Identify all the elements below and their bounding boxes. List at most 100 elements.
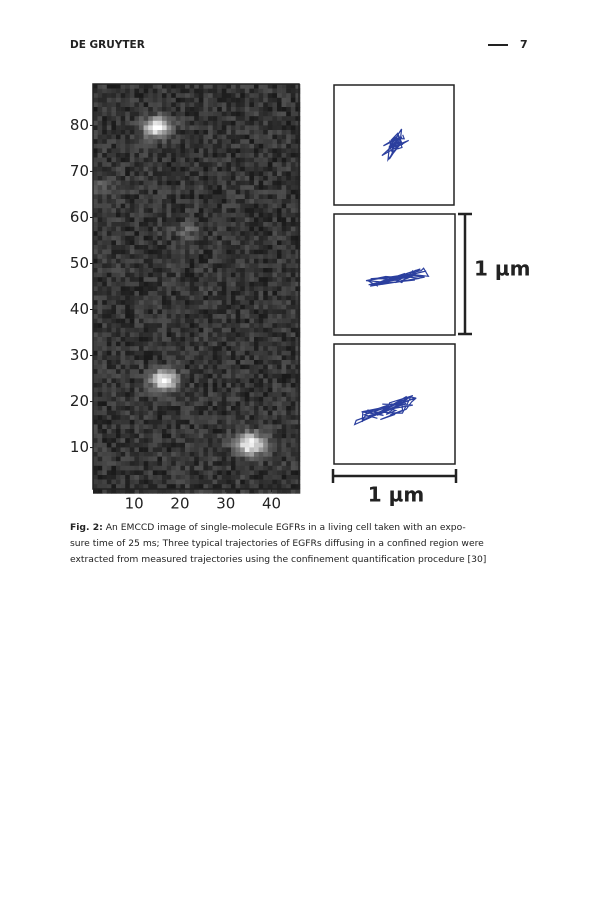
pixel (212, 479, 218, 485)
pixel (111, 291, 117, 296)
pixel (235, 369, 241, 375)
pixel (143, 461, 149, 467)
pixel (189, 300, 195, 306)
pixel (290, 442, 296, 448)
pixel (203, 231, 209, 237)
pixel (152, 327, 158, 333)
pixel (116, 484, 121, 490)
pixel (175, 162, 181, 168)
pixel (281, 286, 287, 292)
pixel (235, 176, 241, 181)
pixel (290, 134, 296, 140)
pixel (203, 369, 209, 375)
pixel (175, 203, 181, 209)
pixel (125, 189, 131, 195)
pixel (217, 309, 223, 315)
pixel (180, 387, 186, 393)
pixel (231, 401, 236, 407)
pixel (231, 484, 236, 490)
pixel (272, 268, 278, 273)
pixel (162, 203, 167, 209)
pixel (185, 396, 190, 402)
pixel (175, 84, 181, 89)
pixel (125, 134, 131, 140)
pixel (93, 240, 98, 246)
pixel (120, 309, 126, 315)
pixel (258, 295, 264, 301)
pixel (157, 300, 163, 306)
pixel (254, 406, 259, 411)
pixel (249, 231, 255, 237)
pixel (249, 396, 255, 402)
pixel (295, 396, 301, 402)
pixel (226, 217, 232, 223)
pixel (235, 475, 241, 480)
pixel (249, 392, 255, 398)
pixel (97, 327, 103, 333)
pixel (281, 387, 287, 393)
pixel (139, 470, 144, 476)
pixel (240, 134, 246, 140)
pixel (139, 387, 144, 393)
pixel (171, 166, 177, 172)
pixel (143, 185, 149, 191)
pixel (125, 456, 131, 462)
pixel (102, 415, 108, 421)
pixel (244, 120, 250, 126)
pixel (171, 415, 177, 421)
pixel (286, 116, 292, 122)
pixel (217, 360, 223, 365)
pixel (189, 84, 195, 89)
pixel (226, 452, 232, 457)
pixel (134, 222, 140, 227)
pixel (295, 189, 301, 195)
pixel (175, 148, 181, 154)
pixel (295, 442, 301, 448)
pixel (171, 461, 177, 467)
pixel (125, 203, 131, 209)
pixel (120, 84, 126, 89)
pixel (143, 88, 149, 94)
pixel (111, 300, 117, 306)
pixel (221, 373, 227, 379)
pixel (125, 378, 131, 384)
pixel (166, 447, 172, 453)
pixel (272, 203, 278, 209)
pixel (203, 157, 209, 163)
pixel (208, 180, 213, 186)
pixel (290, 475, 296, 480)
pixel (281, 212, 287, 218)
pixel (198, 162, 204, 168)
pixel (198, 226, 204, 232)
pixel (180, 488, 186, 494)
pixel (208, 419, 213, 425)
pixel (97, 231, 103, 237)
pixel (134, 171, 140, 177)
pixel (134, 484, 140, 490)
pixel (162, 231, 167, 237)
pixel (290, 120, 296, 126)
pixel (162, 240, 167, 246)
pixel (208, 249, 213, 255)
pixel (240, 429, 246, 434)
pixel (258, 433, 264, 439)
pixel (102, 304, 108, 310)
pixel (203, 245, 209, 250)
pixel (194, 300, 200, 306)
pixel (249, 263, 255, 269)
pixel (208, 470, 213, 476)
pixel (221, 378, 227, 384)
pixel (120, 401, 126, 407)
pixel (240, 479, 246, 485)
pixel (240, 447, 246, 453)
pixel (240, 272, 246, 278)
pixel (208, 107, 213, 112)
pixel (254, 415, 259, 421)
pixel (249, 341, 255, 347)
pixel (189, 369, 195, 375)
pixel (175, 401, 181, 407)
pixel (272, 153, 278, 158)
pixel (116, 245, 121, 250)
pixel (254, 456, 259, 462)
pixel (102, 194, 108, 200)
